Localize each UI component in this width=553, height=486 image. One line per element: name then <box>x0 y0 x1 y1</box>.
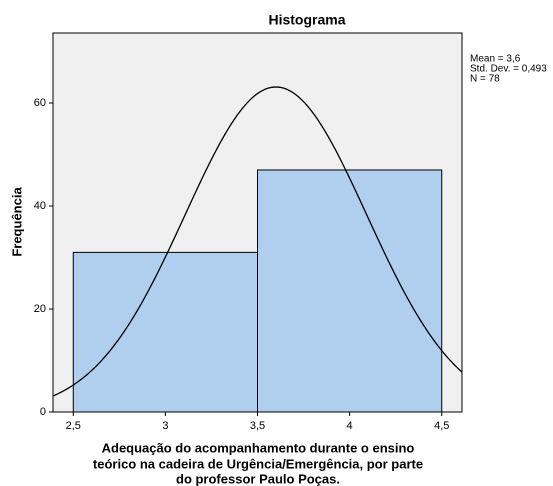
x-tick-label: 3,5 <box>250 420 265 432</box>
x-axis-label: Adequação do acompanhamento durante o en… <box>102 440 415 455</box>
x-tick-label: 4 <box>347 420 353 432</box>
y-tick-label: 60 <box>34 97 46 109</box>
x-axis-label: do professor Paulo Poças. <box>176 471 340 486</box>
y-axis-label: Frequência <box>9 187 24 257</box>
stats-label: N = 78 <box>470 74 500 85</box>
bar <box>257 169 443 413</box>
y-tick-label: 40 <box>34 200 46 212</box>
bar <box>72 251 258 413</box>
chart-title: Histograma <box>268 12 345 28</box>
y-tick-label: 0 <box>40 406 46 418</box>
x-axis-label: teórico na cadeira de Urgência/Emergênci… <box>93 456 423 471</box>
stats-label: Mean = 3,6 <box>470 54 521 65</box>
x-tick-label: 4,5 <box>434 420 449 432</box>
plot-border <box>52 32 463 413</box>
x-tick-label: 2,5 <box>66 420 81 432</box>
y-tick-label: 20 <box>34 303 46 315</box>
normal-curve <box>52 86 463 397</box>
x-tick-label: 3 <box>162 420 168 432</box>
stats-label: Std. Dev. = 0,493 <box>470 64 547 75</box>
